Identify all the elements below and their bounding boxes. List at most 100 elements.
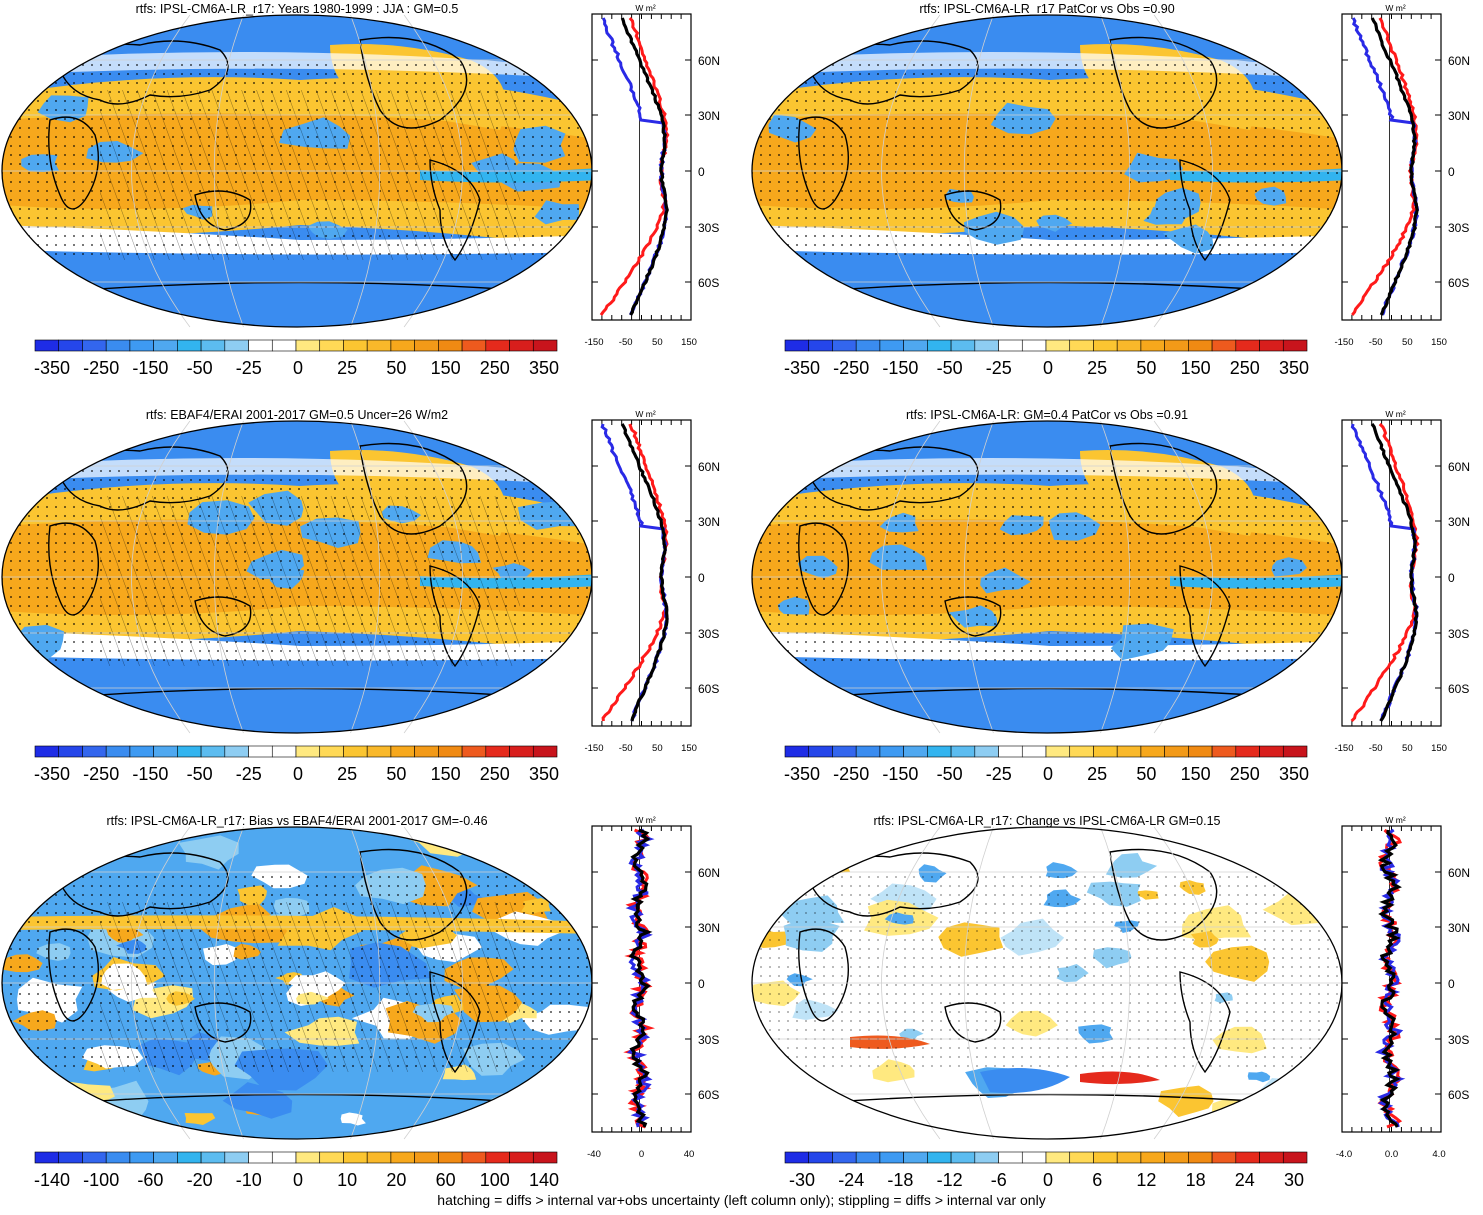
latitude-label: 30N [698, 921, 720, 935]
colorbar-label: -10 [236, 1170, 262, 1190]
colorbar-swatch [950, 339, 976, 352]
panel-4: rtfs: IPSL-CM6A-LR: GM=0.4 PatCor vs Obs… [750, 406, 1483, 806]
colorbar-swatch [1045, 1151, 1071, 1164]
colorbar-label: 6 [1092, 1170, 1102, 1190]
colorbar-swatch [200, 745, 226, 758]
colorbar-swatch [998, 339, 1023, 352]
colorbar-label: 150 [431, 358, 461, 378]
zonal-profile: 60N 30N 0 30S 60S -40 0 40 W m² [587, 815, 720, 1160]
colorbar-swatch [58, 339, 83, 352]
zonal-profile: 60N 30N 0 30S 60S -150 -50 50 150 W m² [584, 3, 720, 348]
colorbar-label: -100 [83, 1170, 119, 1190]
colorbar-swatch [129, 339, 154, 352]
colorbar-swatch [1188, 745, 1213, 758]
colorbar-swatch [1140, 745, 1165, 758]
latitude-label: 0 [1448, 977, 1455, 991]
profile-x-label: -50 [1369, 743, 1383, 754]
colorbar-label: -150 [882, 358, 918, 378]
colorbar-swatch [1069, 1151, 1094, 1164]
colorbar-label: 50 [386, 764, 406, 784]
colorbar-swatch [390, 1151, 415, 1164]
colorbar-swatch [1235, 745, 1260, 758]
colorbar-label: -50 [187, 764, 213, 784]
zonal-profile: 60N 30N 0 30S 60S -150 -50 50 150 W m² [1334, 409, 1470, 754]
profile-x-label: -150 [1334, 337, 1353, 348]
latitude-label: 60N [1448, 54, 1470, 68]
profile-line-black [620, 17, 669, 316]
colorbar-swatch [903, 745, 928, 758]
latitude-label: 30S [698, 1033, 719, 1047]
colorbar-swatch [832, 1151, 857, 1164]
panel-graphics: -350 -250 -150 -50 -25 0 25 50 150 250 35060N30N03… [1, 3, 720, 378]
colorbar-swatch [390, 339, 415, 352]
colorbar-swatch [82, 339, 107, 352]
panel-graphics: -350 -250 -150 -50 -25 0 25 50 150 250 35060N30N03… [1, 409, 720, 784]
latitude-label: 60S [698, 276, 719, 290]
colorbar-swatch [295, 339, 321, 352]
latitude-label: 30N [1448, 921, 1470, 935]
colorbar-swatch [82, 745, 107, 758]
colorbar-label: -150 [132, 764, 168, 784]
profile-x-label: 50 [652, 743, 663, 754]
latitude-label: 30S [698, 221, 719, 235]
colorbar-swatch [248, 1151, 273, 1164]
profile-x-label: -150 [584, 743, 603, 754]
footer-caption: hatching = diffs > internal var+obs unce… [437, 1192, 1046, 1208]
colorbar-swatch [832, 745, 857, 758]
colorbar-label: -350 [784, 764, 820, 784]
profile-unit-label: W m² [635, 3, 655, 13]
world-map [2, 421, 592, 733]
profile-line-black [620, 423, 669, 722]
panel-title: rtfs: IPSL-CM6A-LR: GM=0.4 PatCor vs Obs… [905, 408, 1189, 422]
colorbar-swatch [153, 1151, 178, 1164]
latitude-label: 30N [1448, 109, 1470, 123]
colorbar-swatch [784, 745, 810, 758]
colorbar-label: -50 [187, 358, 213, 378]
colorbar-swatch [532, 745, 558, 758]
latitude-label: 30S [698, 627, 719, 641]
panel-graphics: -30 -24 -18 -12 -6 0 6 12 18 24 30 60N 30N 0 30S 60S -4.… [751, 815, 1470, 1190]
profile-x-label: -4.0 [1336, 1149, 1352, 1160]
colorbar-swatch [105, 745, 131, 758]
graticule [752, 420, 1342, 734]
latitude-label: 60S [1448, 1088, 1469, 1102]
colorbar-label: -25 [236, 764, 262, 784]
colorbar-swatch [319, 339, 344, 352]
latitude-label: 60S [698, 682, 719, 696]
colorbar-label: 25 [1087, 764, 1107, 784]
colorbar-swatch [1093, 745, 1118, 758]
colorbar-label: 25 [337, 764, 357, 784]
colorbar-swatch [1282, 339, 1308, 352]
colorbar-swatch [438, 745, 463, 758]
world-map [752, 421, 1342, 733]
profile-line-black [628, 828, 653, 1128]
colorbar-swatch [509, 745, 534, 758]
colorbar-label: -350 [34, 358, 70, 378]
panel-graphics: -350 -250 -150 -50 -25 0 25 50 150 250 35060N30N03… [751, 409, 1470, 784]
colorbar-swatch [1211, 1151, 1237, 1164]
graticule [2, 14, 592, 328]
colorbar-swatch [366, 1151, 392, 1164]
colorbar-swatch [485, 339, 510, 352]
colorbar-swatch [319, 1151, 344, 1164]
colorbar-label: 0 [1043, 1170, 1053, 1190]
colorbar-swatch [879, 1151, 904, 1164]
colorbar-label: 60 [436, 1170, 456, 1190]
latitude-label: 0 [1448, 571, 1455, 585]
colorbar-label: -250 [833, 358, 869, 378]
colorbar-swatch [1188, 339, 1213, 352]
colorbar-swatch [414, 745, 439, 758]
colorbar-swatch [105, 1151, 131, 1164]
colorbar-swatch [1045, 339, 1071, 352]
world-map [752, 15, 1342, 327]
colorbar-swatch [532, 339, 558, 352]
colorbar-label: 10 [337, 1170, 357, 1190]
colorbar-label: 0 [1043, 358, 1053, 378]
latitude-label: 60S [698, 1088, 719, 1102]
colorbar-label: 250 [1230, 358, 1260, 378]
colorbar-swatch [879, 745, 904, 758]
profile-x-label: -50 [1369, 337, 1383, 348]
colorbar-swatch [855, 1151, 881, 1164]
colorbar-swatch [343, 745, 368, 758]
latitude-label: 30S [1448, 1033, 1469, 1047]
